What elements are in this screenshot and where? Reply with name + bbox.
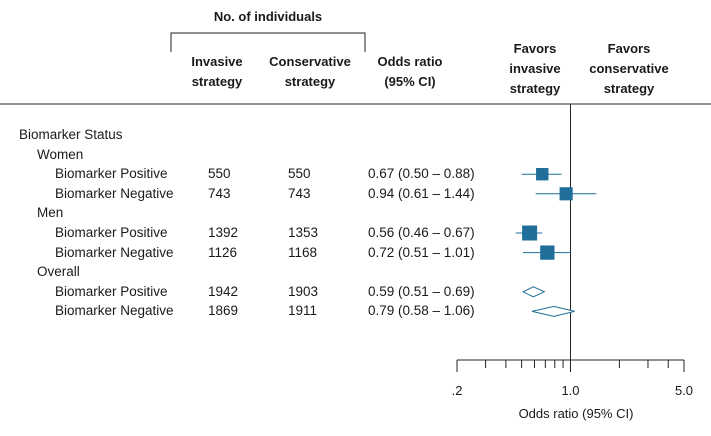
odds-ratio-text: 0.72 (0.51 – 1.01) [368, 244, 475, 260]
odds-ratio-text: 0.67 (0.50 – 0.88) [368, 166, 475, 182]
conservative-count: 1903 [288, 283, 319, 299]
row-label: Biomarker Positive [55, 283, 168, 299]
conservative-count: 550 [288, 166, 311, 182]
conservative-count: 743 [288, 185, 311, 201]
odds-ratio-text: 0.94 (0.61 – 1.44) [368, 185, 475, 201]
group-label: Biomarker Status [19, 127, 123, 142]
col-conservative-header: Conservative strategy [269, 54, 351, 89]
group-header: No. of individuals [213, 9, 323, 24]
invasive-count: 1942 [208, 283, 239, 299]
row-label: Biomarker Positive [55, 166, 168, 182]
conservative-count: 1168 [288, 244, 318, 260]
x-axis-title: Odds ratio (95% CI) [519, 406, 634, 421]
x-tick-label: .2 [452, 383, 463, 398]
x-tick-label: 5.0 [675, 383, 693, 398]
col-odds-ratio-header: Odds ratio (95% CI) [377, 54, 443, 89]
row-label: Biomarker Negative [55, 303, 174, 319]
group-label: Women [37, 146, 84, 162]
invasive-count: 550 [208, 166, 231, 182]
effect-square [559, 187, 573, 201]
odds-ratio-text: 0.59 (0.51 – 0.69) [368, 283, 475, 299]
favors-conservative-header: Favors conservative strategy [589, 41, 669, 96]
row-label: Biomarker Negative [55, 185, 174, 201]
x-tick-label: 1.0 [561, 383, 579, 398]
col-invasive-header: Invasive strategy [191, 54, 243, 89]
odds-ratio-text: 0.79 (0.58 – 1.06) [368, 303, 475, 319]
conservative-count: 1353 [288, 225, 319, 240]
effect-square [536, 167, 549, 181]
summary-diamond [521, 286, 546, 298]
effect-square [540, 245, 555, 260]
row-label: Biomarker Negative [55, 244, 174, 260]
invasive-count: 1392 [208, 225, 239, 240]
favors-invasive-header: Favors invasive strategy [509, 41, 561, 96]
row-label: Biomarker Positive [55, 225, 168, 240]
summary-diamond [531, 305, 575, 317]
invasive-count: 1126 [208, 244, 238, 260]
group-label: Men [37, 205, 64, 221]
invasive-count: 743 [208, 185, 231, 201]
odds-ratio-text: 0.56 (0.46 – 0.67) [368, 225, 475, 240]
invasive-count: 1869 [208, 303, 239, 319]
effect-square [522, 225, 538, 241]
conservative-count: 1911 [288, 303, 318, 319]
group-label: Overall [37, 264, 80, 280]
